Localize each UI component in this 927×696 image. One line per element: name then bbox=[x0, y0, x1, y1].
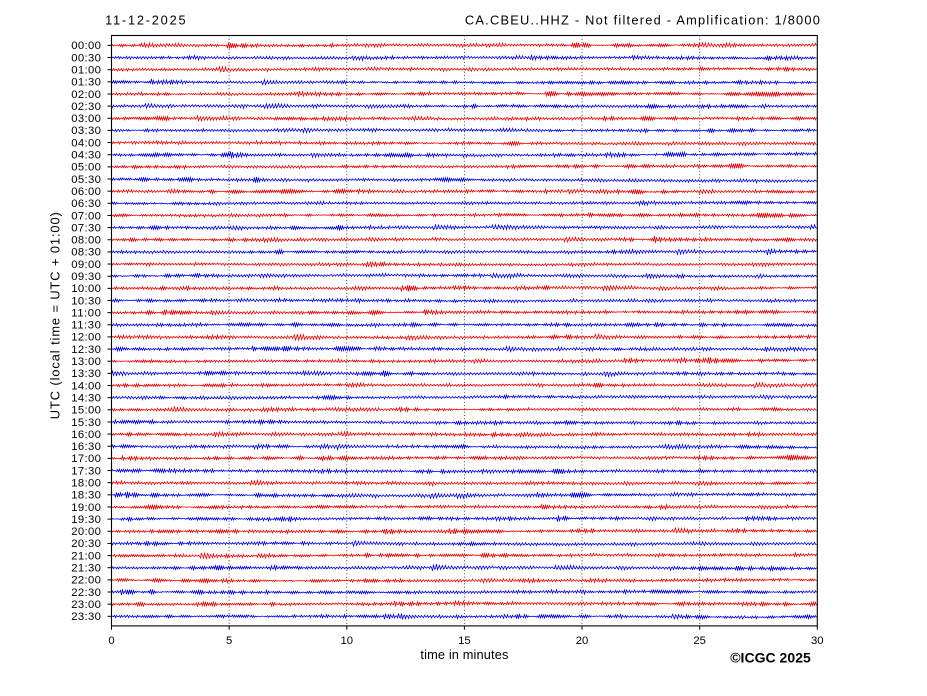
svg-text:0: 0 bbox=[108, 635, 114, 647]
svg-text:11:00: 11:00 bbox=[71, 307, 101, 319]
svg-text:16:30: 16:30 bbox=[71, 441, 101, 453]
svg-text:15:00: 15:00 bbox=[71, 405, 101, 417]
svg-text:CA.CBEU..HHZ - Not filtered -: CA.CBEU..HHZ - Not filtered - Amplificat… bbox=[465, 12, 820, 27]
svg-text:12:00: 12:00 bbox=[71, 332, 101, 344]
svg-text:06:30: 06:30 bbox=[71, 198, 101, 210]
svg-text:14:00: 14:00 bbox=[71, 380, 101, 392]
svg-text:10:00: 10:00 bbox=[71, 283, 101, 295]
svg-text:23:00: 23:00 bbox=[71, 599, 101, 611]
svg-text:02:00: 02:00 bbox=[71, 89, 101, 101]
svg-text:11-12-2025: 11-12-2025 bbox=[105, 12, 186, 27]
svg-text:17:00: 17:00 bbox=[71, 453, 101, 465]
svg-text:03:30: 03:30 bbox=[71, 125, 101, 137]
svg-text:19:30: 19:30 bbox=[71, 514, 101, 526]
svg-text:00:30: 00:30 bbox=[71, 52, 101, 64]
svg-text:13:30: 13:30 bbox=[71, 368, 101, 380]
svg-text:14:30: 14:30 bbox=[71, 392, 101, 404]
svg-text:08:00: 08:00 bbox=[71, 235, 101, 247]
svg-text:15: 15 bbox=[458, 635, 471, 647]
svg-text:07:00: 07:00 bbox=[71, 210, 101, 222]
svg-text:20:00: 20:00 bbox=[71, 526, 101, 538]
svg-text:01:30: 01:30 bbox=[71, 77, 101, 89]
svg-text:06:00: 06:00 bbox=[71, 186, 101, 198]
svg-text:02:30: 02:30 bbox=[71, 101, 101, 113]
svg-text:04:30: 04:30 bbox=[71, 150, 101, 162]
svg-text:09:00: 09:00 bbox=[71, 259, 101, 271]
svg-text:19:00: 19:00 bbox=[71, 502, 101, 514]
svg-text:time in minutes: time in minutes bbox=[420, 647, 508, 662]
svg-text:17:30: 17:30 bbox=[71, 465, 101, 477]
svg-text:25: 25 bbox=[693, 635, 706, 647]
svg-text:20:30: 20:30 bbox=[71, 538, 101, 550]
svg-text:5: 5 bbox=[226, 635, 232, 647]
svg-text:08:30: 08:30 bbox=[71, 247, 101, 259]
svg-text:05:30: 05:30 bbox=[71, 174, 101, 186]
svg-text:11:30: 11:30 bbox=[71, 320, 101, 332]
svg-text:18:30: 18:30 bbox=[71, 490, 101, 502]
svg-text:21:30: 21:30 bbox=[71, 563, 101, 575]
svg-text:22:00: 22:00 bbox=[71, 575, 101, 587]
svg-text:03:00: 03:00 bbox=[71, 113, 101, 125]
svg-text:10: 10 bbox=[340, 635, 353, 647]
svg-text:15:30: 15:30 bbox=[71, 417, 101, 429]
svg-text:05:00: 05:00 bbox=[71, 162, 101, 174]
svg-text:04:00: 04:00 bbox=[71, 137, 101, 149]
svg-text:20: 20 bbox=[576, 635, 589, 647]
svg-text:01:00: 01:00 bbox=[71, 64, 101, 76]
svg-text:22:30: 22:30 bbox=[71, 587, 101, 599]
svg-text:09:30: 09:30 bbox=[71, 271, 101, 283]
svg-text:21:00: 21:00 bbox=[71, 550, 101, 562]
svg-text:13:00: 13:00 bbox=[71, 356, 101, 368]
svg-text:10:30: 10:30 bbox=[71, 295, 101, 307]
svg-text:23:30: 23:30 bbox=[71, 611, 101, 623]
svg-text:UTC (local time = UTC + 01:00): UTC (local time = UTC + 01:00) bbox=[48, 212, 63, 419]
svg-text:12:30: 12:30 bbox=[71, 344, 101, 356]
svg-text:00:00: 00:00 bbox=[71, 40, 101, 52]
svg-text:30: 30 bbox=[811, 635, 824, 647]
svg-text:16:00: 16:00 bbox=[71, 429, 101, 441]
svg-text:©ICGC 2025: ©ICGC 2025 bbox=[730, 649, 811, 665]
svg-text:07:30: 07:30 bbox=[71, 222, 101, 234]
svg-text:18:00: 18:00 bbox=[71, 477, 101, 489]
